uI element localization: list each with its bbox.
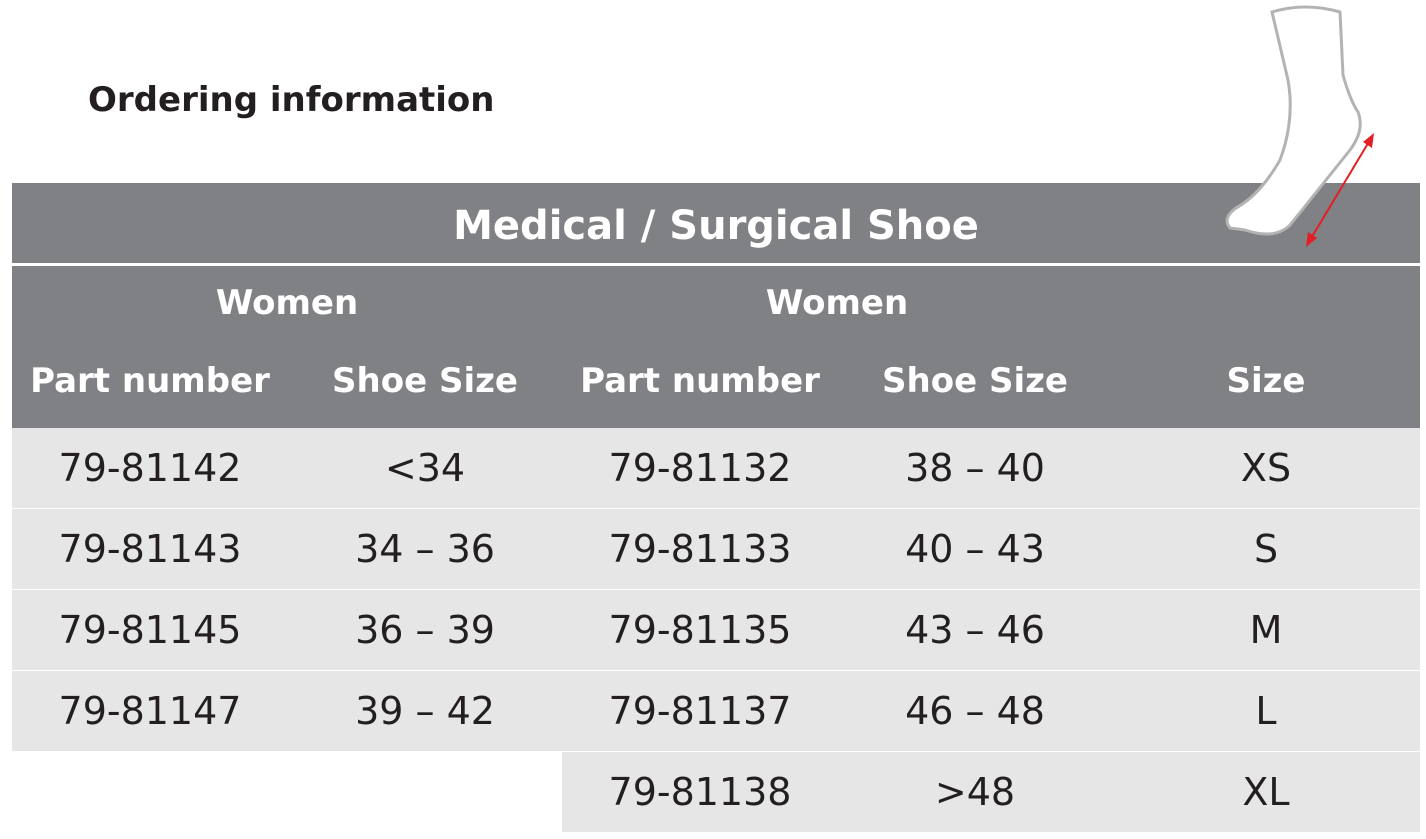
table-cell: L bbox=[1112, 671, 1420, 751]
group-header: Women bbox=[765, 283, 909, 323]
column-header: Shoe Size bbox=[882, 361, 1068, 401]
table-cell: 34 – 36 bbox=[288, 509, 562, 589]
table-cell: 79-81138 bbox=[562, 752, 838, 832]
page-title: Ordering information bbox=[88, 80, 495, 120]
table-cell: 79-81132 bbox=[562, 428, 838, 508]
table-cell: 79-81143 bbox=[12, 509, 288, 589]
column-header: Part number bbox=[580, 361, 820, 401]
table-cell: 79-81133 bbox=[562, 509, 838, 589]
column-header: Part number bbox=[30, 361, 270, 401]
table-cell: XS bbox=[1112, 428, 1420, 508]
column-header: Size bbox=[1226, 361, 1306, 401]
table-cell: M bbox=[1112, 590, 1420, 670]
table-cell: 79-81147 bbox=[12, 671, 288, 751]
table-cell: <34 bbox=[288, 428, 562, 508]
header-band bbox=[12, 266, 1420, 428]
table-cell: 79-81135 bbox=[562, 590, 838, 670]
table-cell: 43 – 46 bbox=[838, 590, 1112, 670]
table-cell: 36 – 39 bbox=[288, 590, 562, 670]
table-cell: >48 bbox=[838, 752, 1112, 832]
table-cell: 79-81142 bbox=[12, 428, 288, 508]
sock-illustration bbox=[1225, 5, 1374, 247]
table-cell: XL bbox=[1112, 752, 1420, 832]
table-cell: 79-81137 bbox=[562, 671, 838, 751]
table-cell: 39 – 42 bbox=[288, 671, 562, 751]
table-cell: 79-81145 bbox=[12, 590, 288, 670]
column-header: Shoe Size bbox=[332, 361, 518, 401]
table-cell: 46 – 48 bbox=[838, 671, 1112, 751]
table-cell: 40 – 43 bbox=[838, 509, 1112, 589]
table-cell: 38 – 40 bbox=[838, 428, 1112, 508]
table-title: Medical / Surgical Shoe bbox=[453, 203, 979, 249]
table-cell: S bbox=[1112, 509, 1420, 589]
title-band bbox=[12, 183, 1420, 263]
group-header: Women bbox=[215, 283, 359, 323]
